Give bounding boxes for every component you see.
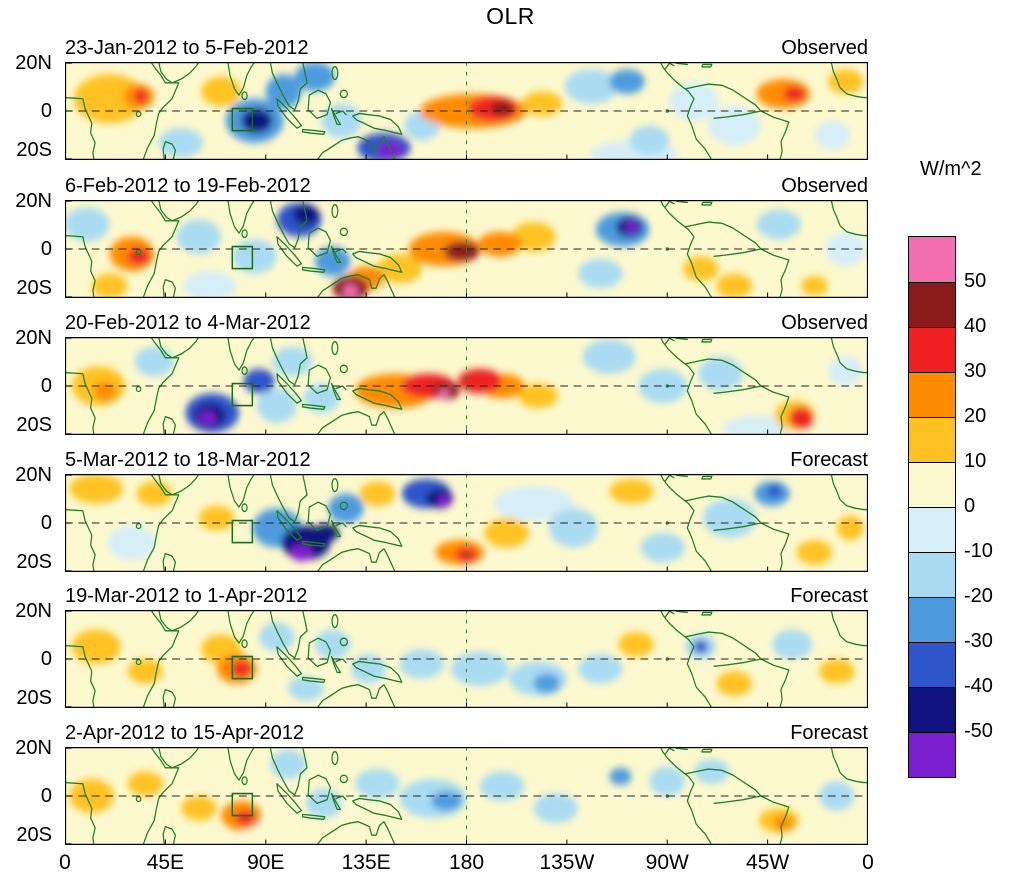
map-panel-6 [65, 747, 868, 845]
panel-6-y-axis: 20N 0 20S [0, 738, 58, 846]
y-tick-label: 20S [16, 139, 52, 161]
y-tick-label: 20S [16, 687, 52, 709]
y-tick-label: 0 [40, 100, 52, 122]
colorbar-segment [909, 552, 955, 597]
colorbar-segment [909, 507, 955, 552]
panel-2-header: 6-Feb-2012 to 19-Feb-2012 Observed [65, 175, 868, 197]
y-tick-label: 0 [40, 648, 52, 670]
y-tick-label: 20S [16, 551, 52, 573]
colorbar-segment [909, 687, 955, 732]
map-panel-1 [65, 62, 868, 160]
colorbar-segment [909, 237, 955, 282]
panel-4: 5-Mar-2012 to 18-Mar-2012 Forecast 20N 0… [0, 449, 1021, 573]
colorbar-segment [909, 372, 955, 417]
colorbar-units-label: W/m^2 [920, 158, 982, 180]
colorbar-tick-label: -40 [964, 675, 993, 697]
panel-1-type-label: Observed [781, 37, 868, 59]
panel-2-y-axis: 20N 0 20S [0, 191, 58, 299]
panel-5-y-axis: 20N 0 20S [0, 601, 58, 709]
map-panel-5 [65, 610, 868, 708]
panel-5: 19-Mar-2012 to 1-Apr-2012 Forecast 20N 0… [0, 585, 1021, 709]
x-axis-tick-label: 45W [746, 851, 790, 874]
x-axis-tick-label: 0 [59, 851, 71, 874]
colorbar-tick-label: -20 [964, 585, 993, 607]
y-tick-label: 20N [15, 737, 52, 759]
map-panel-2 [65, 200, 868, 298]
panel-5-header: 19-Mar-2012 to 1-Apr-2012 Forecast [65, 585, 868, 607]
y-tick-label: 0 [40, 238, 52, 260]
colorbar-tick-label: 0 [964, 495, 976, 517]
panel-6-date-range: 2-Apr-2012 to 15-Apr-2012 [65, 722, 305, 744]
colorbar-tick-label: 10 [964, 450, 987, 472]
colorbar-tick-label: -30 [964, 630, 993, 652]
panel-1: 23-Jan-2012 to 5-Feb-2012 Observed 20N 0… [0, 37, 1021, 161]
y-tick-label: 0 [40, 512, 52, 534]
x-axis-tick-label: 90W [645, 851, 689, 874]
colorbar-tick-label: 20 [964, 405, 987, 427]
colorbar-segment [909, 597, 955, 642]
colorbar-ticks: 50 40 30 20 10 0 -10 -20 -30 -40 -50 [964, 236, 1020, 781]
colorbar-segment [909, 732, 955, 777]
y-tick-label: 0 [40, 375, 52, 397]
x-axis-tick-label: 45E [146, 851, 185, 874]
y-tick-label: 20S [16, 824, 52, 846]
y-tick-label: 20N [15, 327, 52, 349]
panel-5-date-range: 19-Mar-2012 to 1-Apr-2012 [65, 585, 308, 607]
panel-3-header: 20-Feb-2012 to 4-Mar-2012 Observed [65, 312, 868, 334]
panel-3-y-axis: 20N 0 20S [0, 328, 58, 436]
panel-6-type-label: Forecast [790, 722, 868, 744]
x-axis-tick-label: 180 [448, 851, 485, 874]
x-axis: 0 45E 90E 135E 180 135W 90W 45W 0 [0, 851, 1021, 877]
colorbar-tick-label: 40 [964, 315, 987, 337]
panel-6: 2-Apr-2012 to 15-Apr-2012 Forecast 20N 0… [0, 722, 1021, 846]
panel-4-header: 5-Mar-2012 to 18-Mar-2012 Forecast [65, 449, 868, 471]
y-tick-label: 20S [16, 277, 52, 299]
panel-2-type-label: Observed [781, 175, 868, 197]
x-axis-tick-label: 90E [247, 851, 285, 874]
panel-2-date-range: 6-Feb-2012 to 19-Feb-2012 [65, 175, 311, 197]
colorbar-segment [909, 282, 955, 327]
colorbar-segment [909, 417, 955, 462]
panel-3-type-label: Observed [781, 312, 868, 334]
x-axis-tick-label: 135E [341, 851, 391, 874]
x-axis-tick-label: 135W [539, 851, 595, 874]
y-tick-label: 20N [15, 52, 52, 74]
colorbar-segment [909, 327, 955, 372]
panel-1-date-range: 23-Jan-2012 to 5-Feb-2012 [65, 37, 309, 59]
panel-5-type-label: Forecast [790, 585, 868, 607]
panel-1-header: 23-Jan-2012 to 5-Feb-2012 Observed [65, 37, 868, 59]
map-panel-4 [65, 474, 868, 572]
panel-2: 6-Feb-2012 to 19-Feb-2012 Observed 20N 0… [0, 175, 1021, 299]
panel-3-date-range: 20-Feb-2012 to 4-Mar-2012 [65, 312, 311, 334]
colorbar-tick-label: 30 [964, 360, 987, 382]
panel-4-date-range: 5-Mar-2012 to 18-Mar-2012 [65, 449, 311, 471]
panel-4-type-label: Forecast [790, 449, 868, 471]
y-tick-label: 20N [15, 190, 52, 212]
colorbar-tick-label: 50 [964, 270, 987, 292]
figure-title: OLR [486, 3, 535, 29]
colorbar-segment [909, 642, 955, 687]
y-tick-label: 20N [15, 600, 52, 622]
panel-4-y-axis: 20N 0 20S [0, 465, 58, 573]
y-tick-label: 20S [16, 414, 52, 436]
colorbar-tick-label: -50 [964, 720, 993, 742]
y-tick-label: 20N [15, 464, 52, 486]
colorbar-tick-label: -10 [964, 540, 993, 562]
x-axis-tick-label: 0 [862, 851, 874, 874]
panel-6-header: 2-Apr-2012 to 15-Apr-2012 Forecast [65, 722, 868, 744]
panel-1-y-axis: 20N 0 20S [0, 53, 58, 161]
colorbar-segment [909, 462, 955, 507]
colorbar [908, 236, 956, 778]
map-panel-3 [65, 337, 868, 435]
panel-3: 20-Feb-2012 to 4-Mar-2012 Observed 20N 0… [0, 312, 1021, 436]
y-tick-label: 0 [40, 785, 52, 807]
